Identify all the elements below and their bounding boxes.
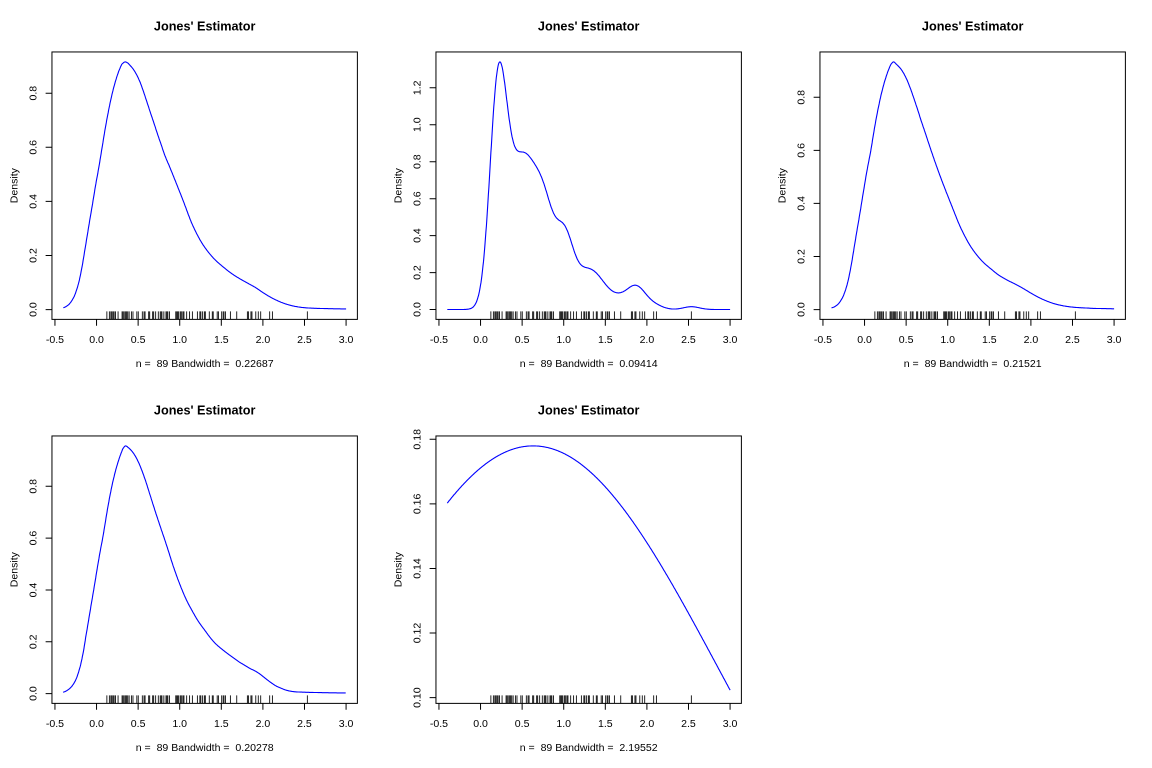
svg-text:0.8: 0.8 (27, 86, 39, 101)
svg-text:Density: Density (393, 167, 405, 203)
svg-text:2.0: 2.0 (640, 334, 655, 346)
svg-text:0.0: 0.0 (795, 302, 807, 317)
svg-text:0.18: 0.18 (411, 429, 423, 450)
svg-text:0.6: 0.6 (795, 143, 807, 158)
svg-text:0.4: 0.4 (27, 583, 39, 598)
svg-text:2.5: 2.5 (297, 718, 312, 730)
svg-text:n = 89 Bandwidth = 0.09414: n = 89 Bandwidth = 0.09414 (520, 358, 658, 370)
svg-text:0.0: 0.0 (89, 334, 104, 346)
svg-text:0.0: 0.0 (89, 718, 104, 730)
svg-text:1.0: 1.0 (411, 117, 423, 132)
svg-text:Jones' Estimator: Jones' Estimator (538, 19, 640, 33)
svg-text:0.0: 0.0 (27, 686, 39, 701)
svg-text:-0.5: -0.5 (46, 718, 64, 730)
svg-text:Jones' Estimator: Jones' Estimator (538, 403, 640, 417)
svg-text:Density: Density (777, 167, 789, 203)
svg-text:0.8: 0.8 (411, 154, 423, 169)
svg-text:n = 89 Bandwidth = 0.22687: n = 89 Bandwidth = 0.22687 (136, 358, 274, 370)
svg-text:Jones' Estimator: Jones' Estimator (154, 19, 256, 33)
svg-text:0.2: 0.2 (411, 265, 423, 280)
svg-text:Jones' Estimator: Jones' Estimator (154, 403, 256, 417)
svg-text:0.10: 0.10 (411, 687, 423, 708)
svg-text:-0.5: -0.5 (430, 718, 448, 730)
svg-text:n = 89 Bandwidth = 0.21521: n = 89 Bandwidth = 0.21521 (904, 358, 1042, 370)
svg-text:0.16: 0.16 (411, 494, 423, 515)
svg-text:0.0: 0.0 (27, 302, 39, 317)
svg-text:2.0: 2.0 (640, 718, 655, 730)
svg-text:2.5: 2.5 (297, 334, 312, 346)
svg-text:0.6: 0.6 (27, 140, 39, 155)
svg-text:n = 89 Bandwidth = 2.19552: n = 89 Bandwidth = 2.19552 (520, 742, 658, 754)
svg-text:1.5: 1.5 (214, 334, 229, 346)
svg-text:1.5: 1.5 (598, 718, 613, 730)
svg-text:0.6: 0.6 (27, 531, 39, 546)
svg-text:1.5: 1.5 (214, 718, 229, 730)
svg-text:0.8: 0.8 (795, 90, 807, 105)
svg-text:0.0: 0.0 (473, 334, 488, 346)
svg-text:3.0: 3.0 (1107, 334, 1122, 346)
svg-text:0.8: 0.8 (27, 479, 39, 494)
svg-text:-0.5: -0.5 (814, 334, 832, 346)
svg-text:2.0: 2.0 (256, 334, 271, 346)
svg-text:1.5: 1.5 (598, 334, 613, 346)
svg-text:1.0: 1.0 (172, 334, 187, 346)
svg-text:1.0: 1.0 (940, 334, 955, 346)
svg-text:2.0: 2.0 (256, 718, 271, 730)
svg-text:0.0: 0.0 (411, 302, 423, 317)
svg-text:0.4: 0.4 (27, 194, 39, 209)
svg-text:0.6: 0.6 (411, 191, 423, 206)
svg-text:0.14: 0.14 (411, 558, 423, 579)
svg-text:1.0: 1.0 (172, 718, 187, 730)
svg-text:0.2: 0.2 (795, 249, 807, 264)
svg-text:3.0: 3.0 (723, 334, 738, 346)
svg-text:1.5: 1.5 (982, 334, 997, 346)
svg-text:0.5: 0.5 (899, 334, 914, 346)
svg-text:0.5: 0.5 (131, 334, 146, 346)
svg-text:Density: Density (9, 551, 21, 587)
svg-text:3.0: 3.0 (723, 718, 738, 730)
svg-text:2.5: 2.5 (681, 718, 696, 730)
svg-text:2.5: 2.5 (681, 334, 696, 346)
svg-text:0.2: 0.2 (27, 248, 39, 263)
svg-text:1.0: 1.0 (556, 334, 571, 346)
svg-text:-0.5: -0.5 (430, 334, 448, 346)
svg-text:0.0: 0.0 (473, 718, 488, 730)
svg-text:2.5: 2.5 (1065, 334, 1080, 346)
svg-text:0.0: 0.0 (857, 334, 872, 346)
svg-text:0.4: 0.4 (411, 228, 423, 243)
svg-text:0.2: 0.2 (27, 634, 39, 649)
svg-text:0.4: 0.4 (795, 196, 807, 211)
svg-text:n = 89 Bandwidth = 0.20278: n = 89 Bandwidth = 0.20278 (136, 742, 274, 754)
svg-text:0.5: 0.5 (515, 334, 530, 346)
svg-text:3.0: 3.0 (339, 718, 354, 730)
svg-text:0.5: 0.5 (131, 718, 146, 730)
svg-text:1.0: 1.0 (556, 718, 571, 730)
svg-text:Density: Density (9, 167, 21, 203)
svg-text:1.2: 1.2 (411, 80, 423, 95)
svg-text:Density: Density (393, 551, 405, 587)
svg-text:Jones' Estimator: Jones' Estimator (922, 19, 1024, 33)
svg-text:3.0: 3.0 (339, 334, 354, 346)
svg-text:2.0: 2.0 (1024, 334, 1039, 346)
svg-text:0.12: 0.12 (411, 623, 423, 644)
svg-text:0.5: 0.5 (515, 718, 530, 730)
svg-text:-0.5: -0.5 (46, 334, 64, 346)
